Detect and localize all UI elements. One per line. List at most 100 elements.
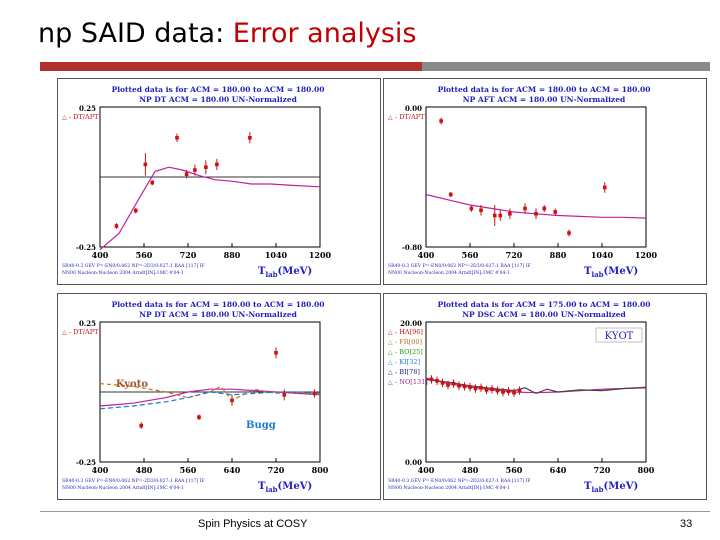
x-tick-label: 720	[506, 250, 523, 260]
x-tick-label: 1200	[635, 250, 658, 260]
x-tick-label: 880	[224, 250, 241, 260]
chart-footnote-1: SR40-0.3 GEV P=-EN0/0:062 NP=-2D3/0:027:…	[388, 478, 531, 484]
chart-header-line2: NP AFT ACM = 180.00 UN-Normalized	[463, 95, 626, 104]
y-tick-top: 0.25	[79, 104, 96, 113]
data-point	[490, 387, 494, 391]
x-tick-label: 800	[638, 465, 655, 475]
data-point	[469, 206, 474, 211]
chart-header-line1: Plotted data is for ACM = 175.00 to ACM …	[438, 300, 651, 309]
data-point	[567, 231, 571, 235]
legend-entry: - DT/APT	[69, 113, 99, 121]
data-point	[440, 381, 445, 385]
x-tick-label: 560	[180, 465, 197, 475]
data-point	[553, 210, 558, 214]
x-tick-label: 400	[418, 465, 435, 475]
data-point	[133, 208, 138, 213]
data-point	[451, 381, 456, 386]
data-point	[282, 393, 287, 397]
x-tick-label: 880	[550, 250, 567, 260]
x-tick-label: 1200	[309, 250, 332, 260]
x-axis-label: Tlab(MeV)	[258, 481, 312, 494]
data-point	[274, 351, 278, 355]
data-point	[501, 390, 505, 394]
x-tick-label: 560	[136, 250, 153, 260]
chart-panel-dsc: Plotted data is for ACM = 175.00 to ACM …	[383, 293, 707, 500]
chart-footnote-1: SR40-0.3 GEV P=-EN0/0:062 NP=-2D3/0:027:…	[62, 263, 205, 269]
plot-frame	[425, 106, 647, 248]
data-point	[429, 377, 434, 382]
y-tick-bottom: -0.80	[402, 243, 422, 252]
slide-title-main: np SAID data:	[38, 18, 233, 49]
legend-marker-icon: △	[388, 329, 393, 336]
curve-bugg	[99, 391, 321, 410]
legend-entry: - FR[00]	[395, 338, 422, 346]
data-point	[542, 206, 547, 211]
y-tick-top: 0.00	[405, 104, 422, 113]
x-tick-label: 800	[312, 465, 329, 475]
legend-marker-icon: △	[388, 359, 393, 366]
data-point	[248, 136, 252, 140]
x-tick-label: 720	[180, 250, 197, 260]
data-point	[139, 423, 144, 428]
data-point	[534, 211, 538, 216]
data-point	[468, 385, 472, 389]
label-kyot: KYOT	[605, 331, 634, 342]
data-point	[473, 386, 478, 391]
x-tick-label: 1040	[265, 250, 288, 260]
data-point	[175, 136, 179, 140]
curve-solution	[425, 377, 647, 394]
curve-kyoto	[99, 383, 321, 402]
chart-header-line2: NP DT ACM = 180.00 UN-Normalized	[139, 310, 298, 319]
chart-footnote-2: NN00 Nucleon-Nucleon 2004 Arndt[IN]:1MC …	[62, 270, 184, 276]
chart-panel-dt-800: Plotted data is for ACM = 180.00 to ACM …	[57, 293, 381, 500]
chart-svg-dt-800: Plotted data is for ACM = 180.00 to ACM …	[62, 300, 329, 494]
y-tick-top: 20.00	[400, 319, 422, 328]
x-tick-label: 480	[462, 465, 479, 475]
x-tick-label: 560	[462, 250, 479, 260]
slide-title-accent: Error analysis	[232, 18, 417, 49]
label-kyot-box	[595, 327, 643, 343]
data-point	[448, 192, 453, 197]
label-bugg: Bugg	[246, 420, 276, 431]
legend-entry: - HA[96]	[395, 328, 423, 336]
data-point	[197, 415, 201, 419]
data-point	[508, 211, 512, 216]
x-tick-label: 400	[418, 250, 435, 260]
chart-svg-aft: Plotted data is for ACM = 180.00 to ACM …	[388, 85, 658, 279]
chart-header-line1: Plotted data is for ACM = 180.00 to ACM …	[112, 85, 325, 94]
chart-footnote-1: SR40-0.3 GEV P=-EN0/0:062 NP=-2D3/0:027:…	[388, 263, 531, 269]
legend-entry: - NO[131]	[395, 378, 428, 386]
label-kyoto: Kyoto	[116, 379, 148, 390]
x-tick-label: 720	[594, 465, 611, 475]
x-tick-label: 400	[92, 250, 109, 260]
title-underline-grey	[422, 62, 710, 71]
x-axis-label: Tlab(MeV)	[258, 266, 312, 279]
x-axis-label: Tlab(MeV)	[584, 481, 638, 494]
data-point	[462, 384, 467, 389]
page-number: 33	[680, 518, 693, 530]
chart-footnote-2: NN00 Nucleon-Nucleon 2004 Arndt[IN]:1MC …	[388, 485, 510, 491]
legend-entry: - DT/APT	[395, 113, 425, 121]
chart-header-line1: Plotted data is for ACM = 180.00 to ACM …	[438, 85, 651, 94]
x-tick-label: 480	[136, 465, 153, 475]
y-tick-bottom: -0.25	[76, 458, 96, 467]
data-point	[439, 119, 443, 123]
title-underline-red	[40, 62, 422, 71]
legend-marker-icon: △	[388, 349, 393, 356]
curve-solution	[99, 388, 321, 407]
data-point	[484, 388, 489, 392]
data-point	[215, 162, 219, 167]
x-axis-label: Tlab(MeV)	[584, 266, 638, 279]
data-point	[457, 383, 461, 388]
data-point	[479, 386, 483, 390]
legend-marker-icon: △	[62, 114, 67, 121]
data-point	[602, 185, 607, 190]
legend-entry: - BO[25]	[395, 348, 423, 356]
legend-entry: - BI[78]	[395, 368, 420, 376]
chart-footnote-1: SR40-0.3 GEV P=-EN0/0:062 NP=-2D3/0:027:…	[62, 478, 205, 484]
chart-footnote-2: NN00 Nucleon-Nucleon 2004 Arndt[IN]:1MC …	[62, 485, 184, 491]
data-point	[114, 224, 119, 228]
chart-svg-dsc: Plotted data is for ACM = 175.00 to ACM …	[388, 300, 655, 494]
x-tick-label: 640	[550, 465, 567, 475]
data-point	[143, 162, 148, 167]
